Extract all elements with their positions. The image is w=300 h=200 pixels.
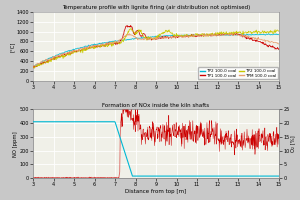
Y-axis label: O₂ [%]: O₂ [%]: [291, 135, 296, 152]
Y-axis label: NO [ppm]: NO [ppm]: [13, 131, 18, 157]
Y-axis label: [°C]: [°C]: [10, 41, 15, 52]
X-axis label: Distance from top [m]: Distance from top [m]: [125, 189, 187, 194]
Title: Temperature profile with lignite firing (air distribution not optimised): Temperature profile with lignite firing …: [62, 5, 250, 10]
Legend: TP2 100-0 coal, TP1 100-0 coal, TP2 100-0 coal, TPM 100-0 coal: TP2 100-0 coal, TP1 100-0 coal, TP2 100-…: [198, 67, 278, 79]
Title: Formation of NOx inside the kiln shafts: Formation of NOx inside the kiln shafts: [102, 103, 210, 108]
